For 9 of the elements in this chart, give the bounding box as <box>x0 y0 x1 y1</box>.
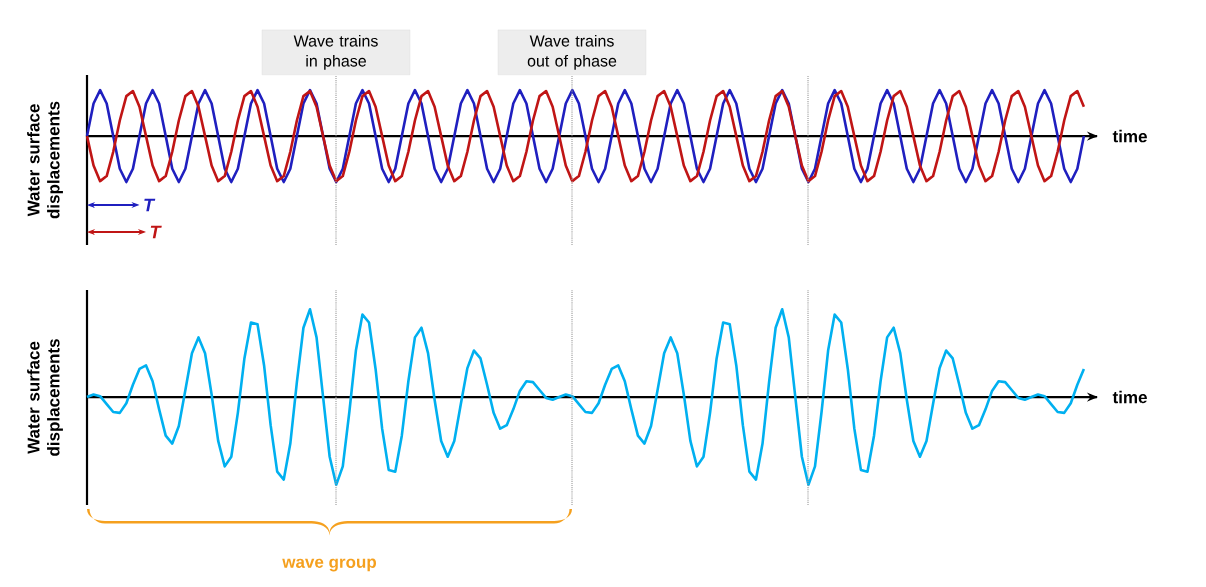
y-axis-title: Water surface displacements <box>27 339 63 456</box>
y-axis-title: Water surface displacements <box>27 101 63 219</box>
text: T <box>150 225 162 239</box>
text: Wave trains out of phase <box>527 34 617 70</box>
text: Wave trains in phase <box>293 34 378 70</box>
x-axis-title: time <box>1112 129 1147 143</box>
x-axis-title: time <box>1112 390 1147 404</box>
text: T <box>144 198 156 212</box>
text: wave group <box>282 558 377 572</box>
